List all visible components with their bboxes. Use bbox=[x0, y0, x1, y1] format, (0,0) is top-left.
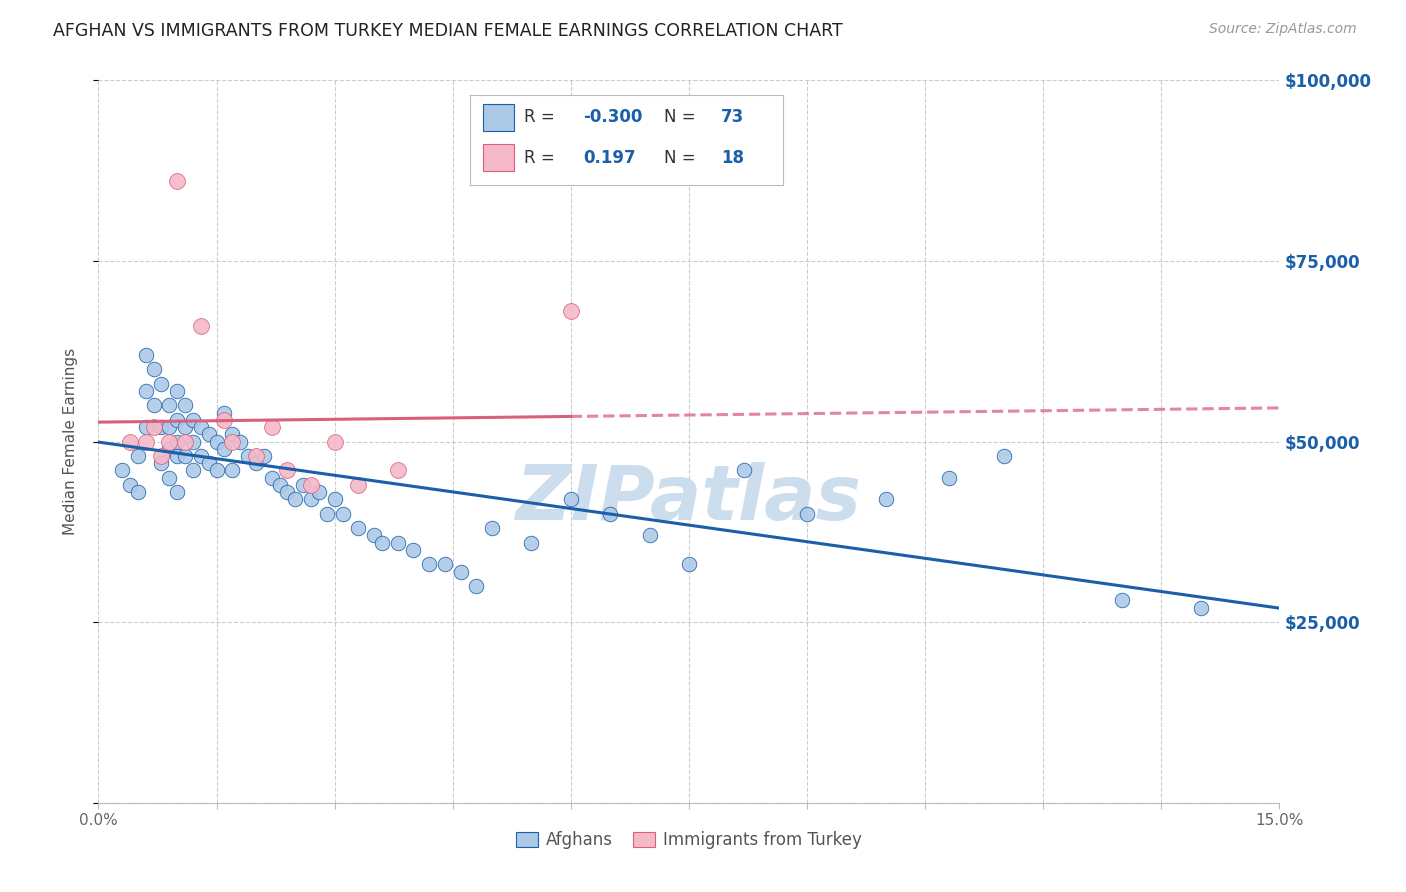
Point bbox=[190, 318, 212, 333]
Point bbox=[205, 463, 228, 477]
Point bbox=[733, 463, 755, 477]
Point bbox=[560, 304, 582, 318]
Point bbox=[299, 492, 322, 507]
Text: Source: ZipAtlas.com: Source: ZipAtlas.com bbox=[1209, 22, 1357, 37]
Point bbox=[875, 492, 897, 507]
Point bbox=[363, 528, 385, 542]
Point bbox=[387, 463, 409, 477]
Point bbox=[166, 384, 188, 398]
Point bbox=[332, 507, 354, 521]
Point bbox=[347, 521, 370, 535]
Point bbox=[253, 449, 276, 463]
Point bbox=[269, 478, 291, 492]
Point bbox=[433, 558, 456, 572]
Y-axis label: Median Female Earnings: Median Female Earnings bbox=[63, 348, 77, 535]
Point bbox=[315, 507, 337, 521]
Point bbox=[142, 398, 165, 412]
Point bbox=[481, 521, 503, 535]
Point bbox=[127, 485, 149, 500]
Point bbox=[166, 174, 188, 188]
Point bbox=[118, 434, 141, 449]
Point bbox=[1189, 600, 1212, 615]
Point bbox=[284, 492, 307, 507]
Legend: Afghans, Immigrants from Turkey: Afghans, Immigrants from Turkey bbox=[509, 824, 869, 856]
Point bbox=[560, 492, 582, 507]
Point bbox=[181, 413, 204, 427]
Point bbox=[150, 449, 173, 463]
Point bbox=[127, 449, 149, 463]
Point bbox=[347, 478, 370, 492]
Point bbox=[599, 507, 621, 521]
Point bbox=[181, 434, 204, 449]
Point bbox=[166, 434, 188, 449]
Point bbox=[418, 558, 440, 572]
Point bbox=[450, 565, 472, 579]
Point bbox=[402, 542, 425, 557]
Text: AFGHAN VS IMMIGRANTS FROM TURKEY MEDIAN FEMALE EARNINGS CORRELATION CHART: AFGHAN VS IMMIGRANTS FROM TURKEY MEDIAN … bbox=[53, 22, 844, 40]
Point bbox=[157, 442, 180, 456]
Point bbox=[796, 507, 818, 521]
Point bbox=[221, 434, 243, 449]
Point bbox=[157, 470, 180, 484]
Point bbox=[135, 420, 157, 434]
Point bbox=[387, 535, 409, 549]
Point bbox=[174, 420, 197, 434]
Point bbox=[221, 427, 243, 442]
Point bbox=[308, 485, 330, 500]
Point bbox=[111, 463, 134, 477]
Point bbox=[214, 413, 236, 427]
Point bbox=[371, 535, 394, 549]
Point bbox=[197, 456, 219, 470]
Point bbox=[157, 398, 180, 412]
Point bbox=[323, 434, 346, 449]
Point bbox=[993, 449, 1015, 463]
Point bbox=[678, 558, 700, 572]
Point bbox=[236, 449, 259, 463]
Point bbox=[638, 528, 661, 542]
Point bbox=[174, 398, 197, 412]
Point bbox=[135, 348, 157, 362]
Point bbox=[465, 579, 488, 593]
Point bbox=[157, 434, 180, 449]
Point bbox=[260, 470, 283, 484]
Point bbox=[174, 449, 197, 463]
Point bbox=[166, 485, 188, 500]
Point bbox=[118, 478, 141, 492]
Point bbox=[938, 470, 960, 484]
Point bbox=[197, 427, 219, 442]
Point bbox=[245, 449, 267, 463]
Point bbox=[292, 478, 315, 492]
Point bbox=[323, 492, 346, 507]
Point bbox=[1111, 593, 1133, 607]
Text: ZIPatlas: ZIPatlas bbox=[516, 462, 862, 536]
Point bbox=[190, 420, 212, 434]
Point bbox=[260, 420, 283, 434]
Point bbox=[150, 420, 173, 434]
Point bbox=[190, 449, 212, 463]
Point bbox=[299, 478, 322, 492]
Point bbox=[135, 384, 157, 398]
Point bbox=[142, 420, 165, 434]
Point bbox=[214, 442, 236, 456]
Point bbox=[166, 449, 188, 463]
Point bbox=[150, 376, 173, 391]
Point bbox=[221, 463, 243, 477]
Point bbox=[174, 434, 197, 449]
Point bbox=[181, 463, 204, 477]
Point bbox=[142, 362, 165, 376]
Point bbox=[157, 420, 180, 434]
Point bbox=[135, 434, 157, 449]
Point bbox=[150, 456, 173, 470]
Point bbox=[276, 485, 298, 500]
Point bbox=[229, 434, 252, 449]
Point bbox=[166, 413, 188, 427]
Point bbox=[245, 456, 267, 470]
Point bbox=[520, 535, 543, 549]
Point bbox=[276, 463, 298, 477]
Point bbox=[214, 406, 236, 420]
Point bbox=[205, 434, 228, 449]
